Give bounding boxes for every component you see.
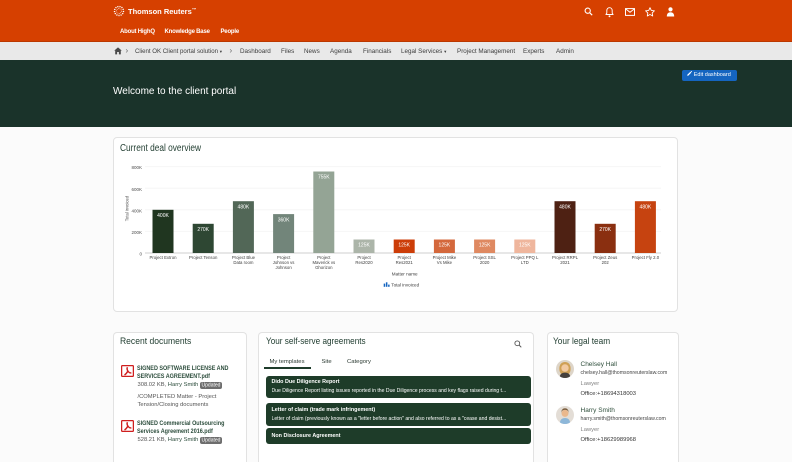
svg-text:0: 0 (139, 251, 142, 256)
svg-text:270K: 270K (599, 227, 611, 233)
svg-text:125K: 125K (398, 243, 410, 249)
svg-text:270K: 270K (197, 227, 209, 233)
svg-text:125K: 125K (479, 243, 491, 249)
svg-text:755K: 755K (318, 175, 330, 181)
svg-text:Project Fly 2.0: Project Fly 2.0 (632, 255, 660, 260)
svg-text:400K: 400K (131, 208, 142, 213)
svg-text:480K: 480K (640, 204, 652, 210)
svg-text:Total invoiced: Total invoiced (391, 283, 419, 288)
svg-text:Matter name: Matter name (392, 272, 418, 277)
svg-text:Project Extron: Project Extron (150, 255, 178, 260)
svg-text:Total invoiced: Total invoiced (125, 195, 130, 221)
svg-text:125K: 125K (439, 243, 451, 249)
svg-text:125K: 125K (358, 243, 370, 249)
svg-text:480K: 480K (559, 204, 571, 210)
svg-text:600K: 600K (131, 187, 142, 192)
svg-text:200K: 200K (131, 230, 142, 235)
svg-text:800K: 800K (131, 165, 142, 170)
svg-text:Project Tenson: Project Tenson (189, 255, 218, 260)
svg-text:480K: 480K (238, 204, 250, 210)
svg-text:125K: 125K (519, 243, 531, 249)
svg-text:360K: 360K (278, 217, 290, 223)
svg-text:400K: 400K (157, 213, 169, 219)
